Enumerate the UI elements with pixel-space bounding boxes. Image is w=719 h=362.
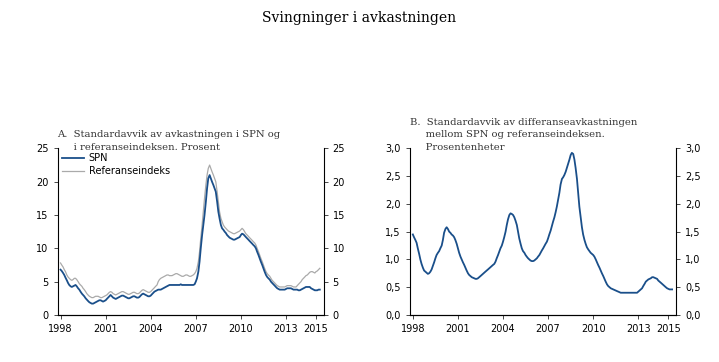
Text: mellom SPN og referanseindeksen.: mellom SPN og referanseindeksen. xyxy=(410,130,605,139)
Text: B.  Standardavvik av differanseavkastningen: B. Standardavvik av differanseavkastning… xyxy=(410,118,637,127)
Text: i referanseindeksen. Prosent: i referanseindeksen. Prosent xyxy=(58,143,219,152)
Text: Prosentenheter: Prosentenheter xyxy=(410,143,505,152)
Text: A.  Standardavvik av avkastningen i SPN og: A. Standardavvik av avkastningen i SPN o… xyxy=(58,130,280,139)
Legend: SPN, Referanseindeks: SPN, Referanseindeks xyxy=(63,153,170,176)
Text: Svingninger i avkastningen: Svingninger i avkastningen xyxy=(262,11,457,25)
